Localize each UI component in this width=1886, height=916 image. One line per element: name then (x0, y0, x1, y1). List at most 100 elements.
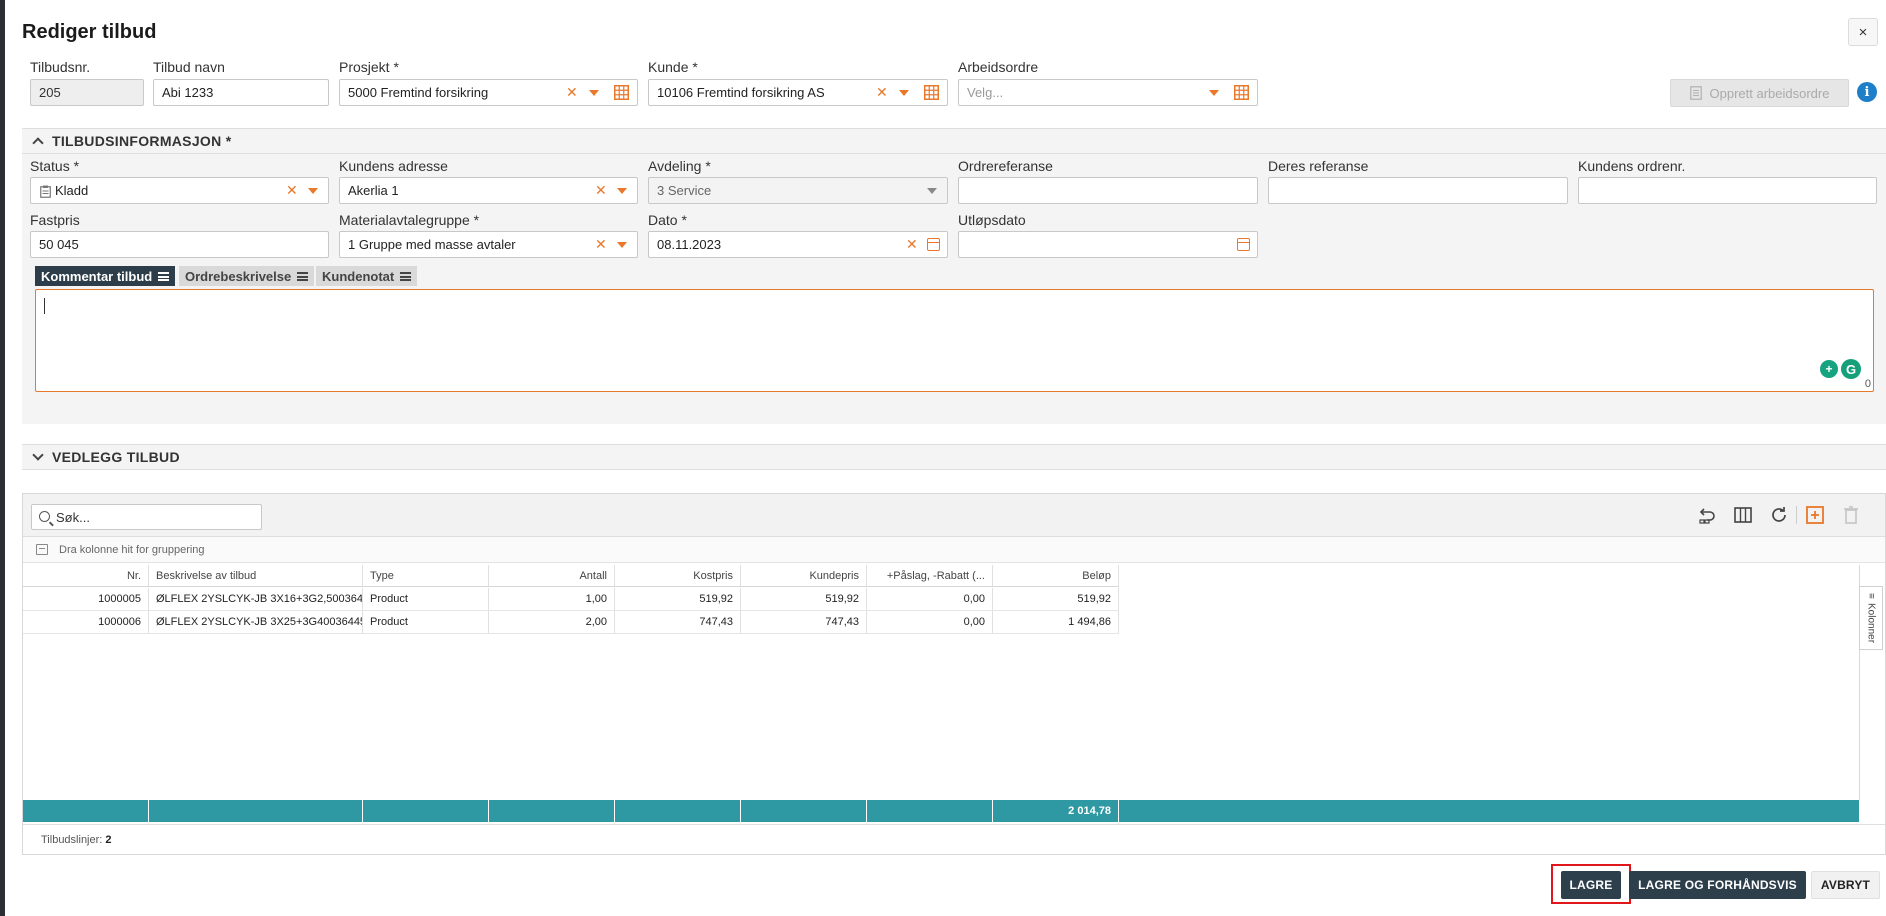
cancel-button[interactable]: AVBRYT (1811, 871, 1880, 899)
table-row[interactable]: 1000006 ØLFLEX 2YSLCYK-JB 3X25+3G4003644… (23, 611, 1119, 634)
clear-icon[interactable]: ✕ (906, 236, 918, 252)
cell-nr: 1000005 (23, 588, 149, 610)
save-button[interactable]: LAGRE (1561, 871, 1621, 899)
lines-icon (158, 271, 170, 281)
grid-status-bar: Tilbudslinjer: 2 (23, 824, 1885, 854)
column-header-kundepris[interactable]: Kundepris (741, 565, 867, 586)
tab-ordrebeskrivelse[interactable]: Ordrebeskrivelse (179, 266, 315, 286)
toolbar-divider (1796, 506, 1797, 524)
dato-value: 08.11.2023 (657, 237, 722, 252)
columns-icon[interactable] (1733, 505, 1753, 525)
tab-label: Kundenotat (322, 268, 395, 284)
grammarly-widget[interactable]: + G (1820, 359, 1861, 379)
create-work-order-button[interactable]: Opprett arbeidsordre (1670, 79, 1849, 107)
grammarly-icon[interactable]: G (1841, 359, 1861, 379)
kunde-value: 10106 Fremtind forsikring AS (657, 85, 825, 100)
dato-input[interactable]: 08.11.2023 ✕ (648, 231, 948, 258)
trash-icon[interactable] (1841, 505, 1861, 525)
save-and-preview-button[interactable]: LAGRE OG FORHÅNDSVIS (1629, 871, 1806, 899)
group-drop-zone[interactable]: Dra kolonne hit for gruppering (23, 537, 1885, 563)
undo-rows-icon[interactable] (1697, 505, 1717, 525)
clear-icon[interactable]: ✕ (595, 182, 607, 198)
grid-lookup-icon[interactable] (924, 85, 939, 100)
utlopsdato-input[interactable] (958, 231, 1258, 258)
column-header-kostpris[interactable]: Kostpris (615, 565, 741, 586)
grid-toolbar: Søk... (23, 494, 1885, 537)
total-cell (363, 800, 489, 822)
cell-kundepris: 519,92 (741, 588, 867, 610)
cell-markup: 0,00 (867, 588, 993, 610)
clear-icon[interactable]: ✕ (876, 84, 888, 100)
tab-kundenotat[interactable]: Kundenotat (316, 266, 418, 286)
kunde-label: Kunde * (648, 59, 698, 75)
table-header: Nr. Beskrivelse av tilbud Type Antall Ko… (23, 565, 1119, 587)
columns-side-icon: ≡ (1865, 593, 1877, 599)
column-header-type[interactable]: Type (363, 565, 489, 586)
clear-icon[interactable]: ✕ (566, 84, 578, 100)
chevron-down-icon (32, 449, 44, 461)
tab-kommentar-tilbud[interactable]: Kommentar tilbud (35, 266, 176, 286)
column-header-nr[interactable]: Nr. (23, 565, 149, 586)
close-button[interactable]: × (1848, 18, 1878, 46)
cell-type: Product (363, 611, 489, 633)
clipboard-icon (40, 185, 51, 198)
materialavtalegruppe-select[interactable]: 1 Gruppe med masse avtaler ✕ (339, 231, 638, 258)
grid-side-border (1859, 565, 1860, 800)
chevron-down-icon[interactable] (1209, 90, 1219, 96)
fastpris-label: Fastpris (30, 212, 80, 228)
kundens-ordrenr-input[interactable] (1578, 177, 1877, 204)
arbeidsordre-label: Arbeidsordre (958, 59, 1039, 75)
column-header-description[interactable]: Beskrivelse av tilbud (149, 565, 363, 586)
kunde-select[interactable]: 10106 Fremtind forsikring AS ✕ (648, 79, 948, 106)
chevron-down-icon[interactable] (927, 188, 937, 194)
cell-kostpris: 519,92 (615, 588, 741, 610)
cell-type: Product (363, 588, 489, 610)
arbeidsordre-select[interactable]: Velg... (958, 79, 1258, 106)
column-header-markup[interactable]: +Påslag, -Rabatt (... (867, 565, 993, 586)
char-count: 0 (1864, 378, 1871, 390)
group-icon (36, 544, 48, 555)
column-header-belop[interactable]: Beløp (993, 565, 1119, 586)
prosjekt-label: Prosjekt * (339, 59, 399, 75)
chevron-down-icon[interactable] (899, 90, 909, 96)
add-row-icon[interactable] (1805, 505, 1825, 525)
lightbulb-icon[interactable]: + (1820, 360, 1838, 378)
deres-referanse-input[interactable] (1268, 177, 1568, 204)
calendar-icon[interactable] (927, 238, 940, 251)
kundens-adresse-value: Akerlia 1 (348, 183, 399, 198)
chevron-down-icon[interactable] (589, 90, 599, 96)
prosjekt-value: 5000 Fremtind forsikring (348, 85, 489, 100)
calendar-icon[interactable] (1237, 238, 1250, 251)
cell-description: ØLFLEX 2YSLCYK-JB 3X16+3G2,50036444 (149, 588, 363, 610)
kundens-adresse-select[interactable]: Akerlia 1 ✕ (339, 177, 638, 204)
total-cell (867, 800, 993, 822)
chevron-down-icon[interactable] (617, 242, 627, 248)
table-row[interactable]: 1000005 ØLFLEX 2YSLCYK-JB 3X16+3G2,50036… (23, 588, 1119, 611)
grid-lookup-icon[interactable] (1234, 85, 1249, 100)
ordrereferanse-input[interactable] (958, 177, 1258, 204)
status-select[interactable]: Kladd ✕ (30, 177, 329, 204)
attachments-header[interactable]: VEDLEGG TILBUD (22, 444, 1886, 470)
total-cell (489, 800, 615, 822)
column-header-antall[interactable]: Antall (489, 565, 615, 586)
comment-textarea[interactable]: + G 0 (35, 289, 1874, 392)
avdeling-select[interactable]: 3 Service (648, 177, 948, 204)
status-label: Status * (30, 158, 80, 174)
quote-info-header[interactable]: TILBUDSINFORMASJON * (22, 128, 1886, 154)
cell-belop: 1 494,86 (993, 611, 1119, 633)
refresh-icon[interactable] (1769, 505, 1789, 525)
chevron-down-icon[interactable] (617, 188, 627, 194)
info-icon[interactable]: i (1857, 82, 1877, 102)
text-cursor (44, 298, 45, 314)
close-icon: × (1858, 23, 1868, 41)
clear-icon[interactable]: ✕ (286, 182, 298, 198)
total-cell (615, 800, 741, 822)
clear-icon[interactable]: ✕ (595, 236, 607, 252)
columns-side-tab[interactable]: ≡ Kolonner (1859, 586, 1883, 650)
search-input[interactable]: Søk... (31, 504, 262, 530)
chevron-down-icon[interactable] (308, 188, 318, 194)
tilbud-navn-input[interactable]: Abi 1233 (153, 79, 329, 106)
grid-lookup-icon[interactable] (614, 85, 629, 100)
prosjekt-select[interactable]: 5000 Fremtind forsikring ✕ (339, 79, 638, 106)
fastpris-input[interactable]: 50 045 (30, 231, 329, 258)
